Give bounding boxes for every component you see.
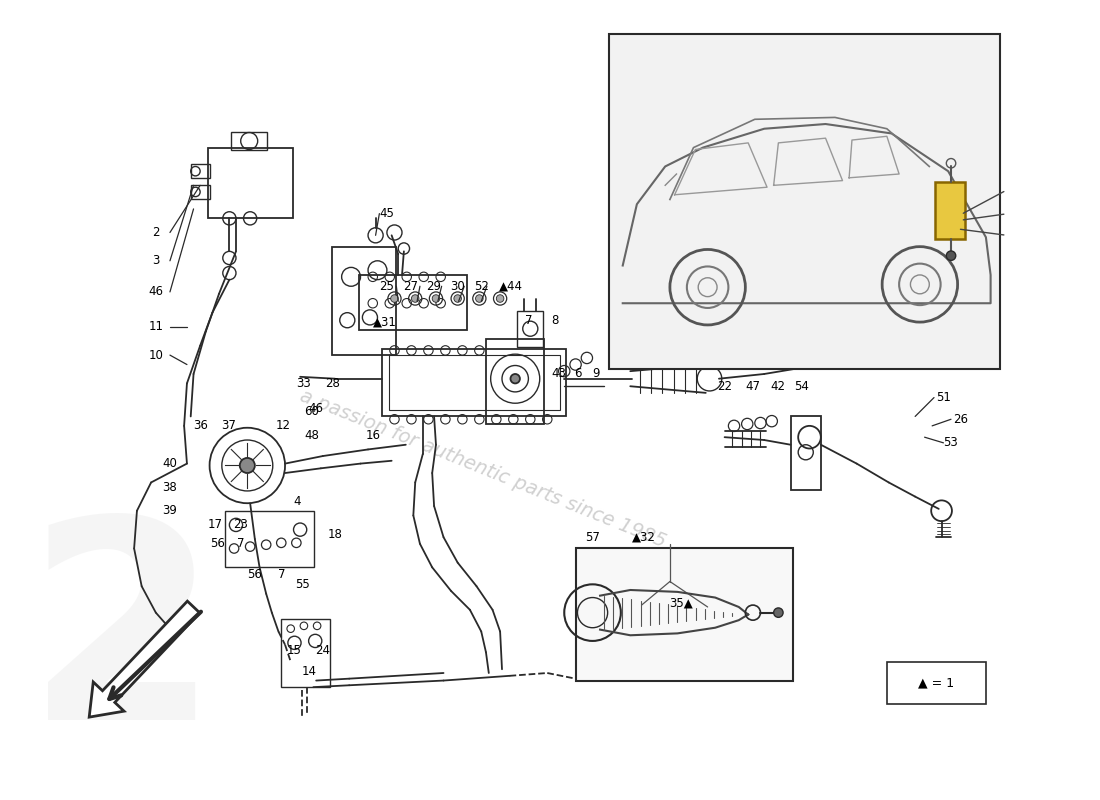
Bar [231,131,267,150]
Text: 30: 30 [450,280,465,293]
Text: 4: 4 [294,495,301,508]
Text: 43: 43 [551,367,566,381]
Text: 36: 36 [192,419,208,432]
Circle shape [946,251,956,261]
Circle shape [510,374,520,383]
Text: 23: 23 [233,518,249,531]
Bar [517,310,543,346]
Circle shape [432,294,440,302]
Circle shape [240,458,255,473]
Circle shape [411,294,419,302]
Text: ▲31: ▲31 [373,316,397,329]
Text: 3: 3 [152,254,160,267]
Bar [935,182,965,238]
Text: 39: 39 [163,504,177,518]
Text: 55: 55 [295,578,309,591]
Text: 14: 14 [302,665,317,678]
Bar [486,339,544,424]
Text: 42: 42 [771,380,785,393]
Text: 8: 8 [551,314,559,326]
Text: 28: 28 [324,377,340,390]
Text: 52: 52 [474,280,488,293]
Text: 53: 53 [944,436,958,450]
Text: 12: 12 [276,419,290,432]
Text: 40: 40 [163,457,177,470]
Text: 6: 6 [574,367,581,381]
Text: ▲44: ▲44 [499,280,524,293]
Bar [359,275,468,330]
Bar [575,549,792,681]
Bar [608,34,1000,370]
Bar [208,147,293,218]
Text: 46: 46 [309,402,323,415]
Circle shape [773,608,783,618]
Circle shape [390,294,398,302]
Text: 60: 60 [304,406,319,418]
Text: ▲ = 1: ▲ = 1 [918,677,955,690]
Text: 10: 10 [148,349,163,362]
Text: 29: 29 [427,280,441,293]
Text: 46: 46 [148,286,163,298]
FancyArrow shape [89,601,200,717]
Text: 27: 27 [403,280,418,293]
Text: 38: 38 [163,481,177,494]
Bar [190,186,210,199]
Text: 56: 56 [210,538,224,550]
Text: 47: 47 [746,380,760,393]
Text: 57: 57 [585,530,600,544]
Bar [382,349,566,417]
Text: 7: 7 [236,538,244,550]
Text: 37: 37 [221,419,235,432]
Text: 24: 24 [316,644,330,657]
Text: 26: 26 [953,413,968,426]
Text: 11: 11 [148,320,163,334]
Text: 35▲: 35▲ [669,597,693,610]
Bar [332,246,396,355]
Text: 51: 51 [936,391,950,404]
Text: 45: 45 [379,207,395,220]
Circle shape [496,294,504,302]
Text: 7: 7 [277,569,285,582]
Bar [887,662,986,704]
Text: 17: 17 [208,518,222,531]
Bar [791,417,821,490]
Bar [282,619,330,687]
Text: 33: 33 [297,377,311,390]
Bar [388,355,561,410]
Text: 22: 22 [717,380,733,393]
Circle shape [475,294,483,302]
Text: 7: 7 [525,314,532,326]
Text: 48: 48 [304,429,319,442]
Text: ▲32: ▲32 [631,530,656,544]
Text: 16: 16 [365,429,381,442]
Text: 15: 15 [287,644,301,657]
Bar [224,510,315,567]
Text: 56: 56 [248,569,262,582]
Text: 2: 2 [152,226,160,239]
Text: 25: 25 [379,280,395,293]
Text: 18: 18 [328,528,342,541]
Text: 2: 2 [26,508,219,778]
Text: 54: 54 [794,380,810,393]
Circle shape [454,294,461,302]
Text: a passion for authentic parts since 1985: a passion for authentic parts since 1985 [297,386,669,552]
Bar [190,164,210,178]
Text: 9: 9 [593,367,601,381]
